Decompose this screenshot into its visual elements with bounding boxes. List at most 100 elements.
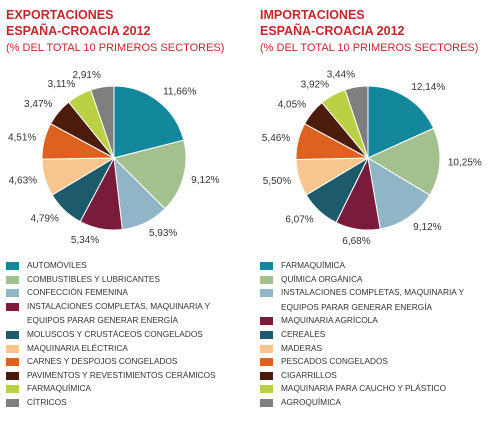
data-label: 5,46%: [262, 133, 290, 144]
data-label: 4,63%: [9, 176, 37, 187]
legend-label: CONFECCIÓN FEMENINA: [27, 287, 128, 298]
legend-label: MADERAS: [281, 342, 323, 353]
data-label: 5,50%: [263, 176, 291, 187]
data-label: 11,66%: [163, 86, 196, 97]
data-label: 10,25%: [448, 157, 482, 168]
data-label: 9,12%: [191, 175, 219, 186]
chart-panel: EXPORTACIONES ESPAÑA-CROACIA 2012 (% DEL T…: [6, 0, 251, 430]
data-label: 4,79%: [31, 214, 59, 225]
chart-note: (% DEL TOTAL 10 PRIMEROS SECTORES): [6, 42, 225, 54]
legend-swatch: [260, 275, 273, 284]
legend-item: QUÍMICA ORGÁNICA: [260, 273, 490, 287]
data-label: 2,91%: [73, 70, 101, 81]
data-label: 6,68%: [342, 236, 370, 247]
legend-item: FARMAQUÍMICA: [6, 382, 241, 396]
legend-swatch: [260, 358, 273, 367]
pie-slice: [367, 85, 435, 159]
legend-swatch: [260, 289, 273, 298]
legend-swatch: [6, 289, 19, 298]
legend-item: CÍTRICOS: [6, 396, 241, 410]
legend-swatch: [260, 385, 273, 394]
pie-slice: [344, 85, 369, 159]
legend-item: INSTALACIONES COMPLETAS, MAQUINARIA Y EQ…: [6, 300, 241, 328]
legend-swatch: [6, 302, 19, 311]
legend-item: CEREALES: [260, 328, 490, 342]
legend-item: CIGARRILLOS: [260, 369, 490, 383]
legend-item: AUTOMÓVILES: [6, 259, 241, 273]
legend-label: INSTALACIONES COMPLETAS, MAQUINARIA Y EQ…: [281, 287, 464, 312]
chart-panel: IMPORTACIONES ESPAÑA-CROACIA 2012 (% DEL T…: [260, 0, 490, 430]
legend-swatch: [260, 262, 273, 270]
legend-label: AUTOMÓVILES: [27, 260, 87, 270]
legend-swatch: [6, 262, 19, 270]
legend-label: CÍTRICOS: [27, 396, 67, 407]
data-label: 9,12%: [413, 222, 441, 233]
legend-label: CIGARRILLOS: [281, 369, 337, 380]
legend-item: PESCADOS CONGELADOS: [260, 355, 490, 369]
pie-chart: 12,14% 10,25% 9,12% 6,68% 6,07% 5,50% 5,46% 4,0…: [262, 70, 482, 247]
legend-swatch: [6, 330, 19, 339]
data-label: 4,51%: [8, 133, 36, 144]
legend-item: CONFECCIÓN FEMENINA: [6, 286, 241, 300]
legend-item: COMBUSTIBLES Y LUBRICANTES: [6, 273, 241, 287]
data-label: 5,93%: [149, 228, 177, 239]
legend-label: INSTALACIONES COMPLETAS, MAQUINARIA Y EQ…: [27, 300, 210, 326]
chart-subtitle: ESPAÑA-CROACIA 2012: [6, 24, 151, 38]
legend-label: AGROQUÍMICA: [281, 396, 341, 407]
legend-label: MAQUINARIA AGRÍCOLA: [281, 315, 378, 326]
data-label: 3,44%: [327, 70, 355, 81]
chart-note: (% DEL TOTAL 10 PRIMEROS SECTORES): [260, 42, 479, 54]
legend-swatch: [6, 358, 19, 367]
legend-item: MAQUINARIA PARA CAUCHO Y PLÁSTICO: [260, 382, 490, 396]
legend-swatch: [260, 344, 273, 353]
data-label: 3,47%: [24, 99, 52, 110]
legend-swatch: [260, 330, 273, 339]
pie-slice: [113, 139, 187, 210]
chart-title: EXPORTACIONES: [6, 8, 114, 22]
legend-label: QUÍMICA ORGÁNICA: [281, 273, 363, 284]
legend-swatch: [6, 275, 19, 284]
legend: FARMAQUÍMICA QUÍMICA ORGÁNICA INSTALACIONE…: [260, 259, 490, 410]
legend-item: MAQUINARIA AGRÍCOLA: [260, 314, 490, 328]
legend-swatch: [260, 371, 273, 380]
legend: AUTOMÓVILES COMBUSTIBLES Y LUBRICANTES CON…: [6, 259, 241, 410]
legend-label: PAVIMENTOS Y REVESTIMIENTOS CERÁMICOS: [27, 369, 216, 380]
data-label: 12,14%: [411, 82, 445, 93]
legend-swatch: [6, 344, 19, 353]
legend-item: AGROQUÍMICA: [260, 396, 490, 410]
data-label: 5,34%: [71, 235, 99, 246]
pie-chart: 11,66% 9,12% 5,93% 5,34% 4,79% 4,63% 4,51% 3,47…: [8, 70, 220, 246]
data-label: 3,92%: [301, 79, 329, 90]
legend-label: PESCADOS CONGELADOS: [281, 356, 388, 367]
legend-swatch: [6, 371, 19, 380]
legend-swatch: [260, 317, 273, 326]
legend-item: FARMAQUÍMICA: [260, 259, 490, 273]
legend-label: COMBUSTIBLES Y LUBRICANTES: [27, 273, 160, 284]
legend-swatch: [6, 398, 19, 407]
legend-swatch: [6, 385, 19, 394]
data-label: 4,05%: [278, 99, 306, 110]
legend-item: INSTALACIONES COMPLETAS, MAQUINARIA Y EQ…: [260, 286, 490, 314]
legend-label: FARMAQUÍMICA: [281, 260, 346, 270]
pie-slice: [367, 157, 431, 230]
legend-item: MOLUSCOS Y CRUSTÁCEOS CONGELADOS: [6, 328, 241, 342]
legend-label: MOLUSCOS Y CRUSTÁCEOS CONGELADOS: [27, 328, 203, 339]
pie-slice: [113, 85, 185, 159]
legend-item: MADERAS: [260, 342, 490, 356]
legend-label: MAQUINARIA PARA CAUCHO Y PLÁSTICO: [281, 383, 447, 394]
pie-slice: [90, 85, 115, 159]
data-label: 3,11%: [48, 79, 76, 90]
legend-label: CEREALES: [281, 328, 326, 339]
legend-label: CARNES Y DESPOJOS CONGELADOS: [27, 356, 178, 367]
legend-item: MAQUINARIA ELÉCTRICA: [6, 342, 241, 356]
legend-swatch: [260, 398, 273, 407]
pie-slice: [366, 127, 441, 196]
chart-subtitle: ESPAÑA-CROACIA 2012: [260, 24, 405, 38]
legend-item: PAVIMENTOS Y REVESTIMIENTOS CERÁMICOS: [6, 369, 241, 383]
chart-title: IMPORTACIONES: [260, 8, 365, 22]
data-label: 6,07%: [285, 214, 313, 225]
legend-item: CARNES Y DESPOJOS CONGELADOS: [6, 355, 241, 369]
legend-label: FARMAQUÍMICA: [27, 383, 92, 394]
legend-label: MAQUINARIA ELÉCTRICA: [27, 342, 128, 353]
